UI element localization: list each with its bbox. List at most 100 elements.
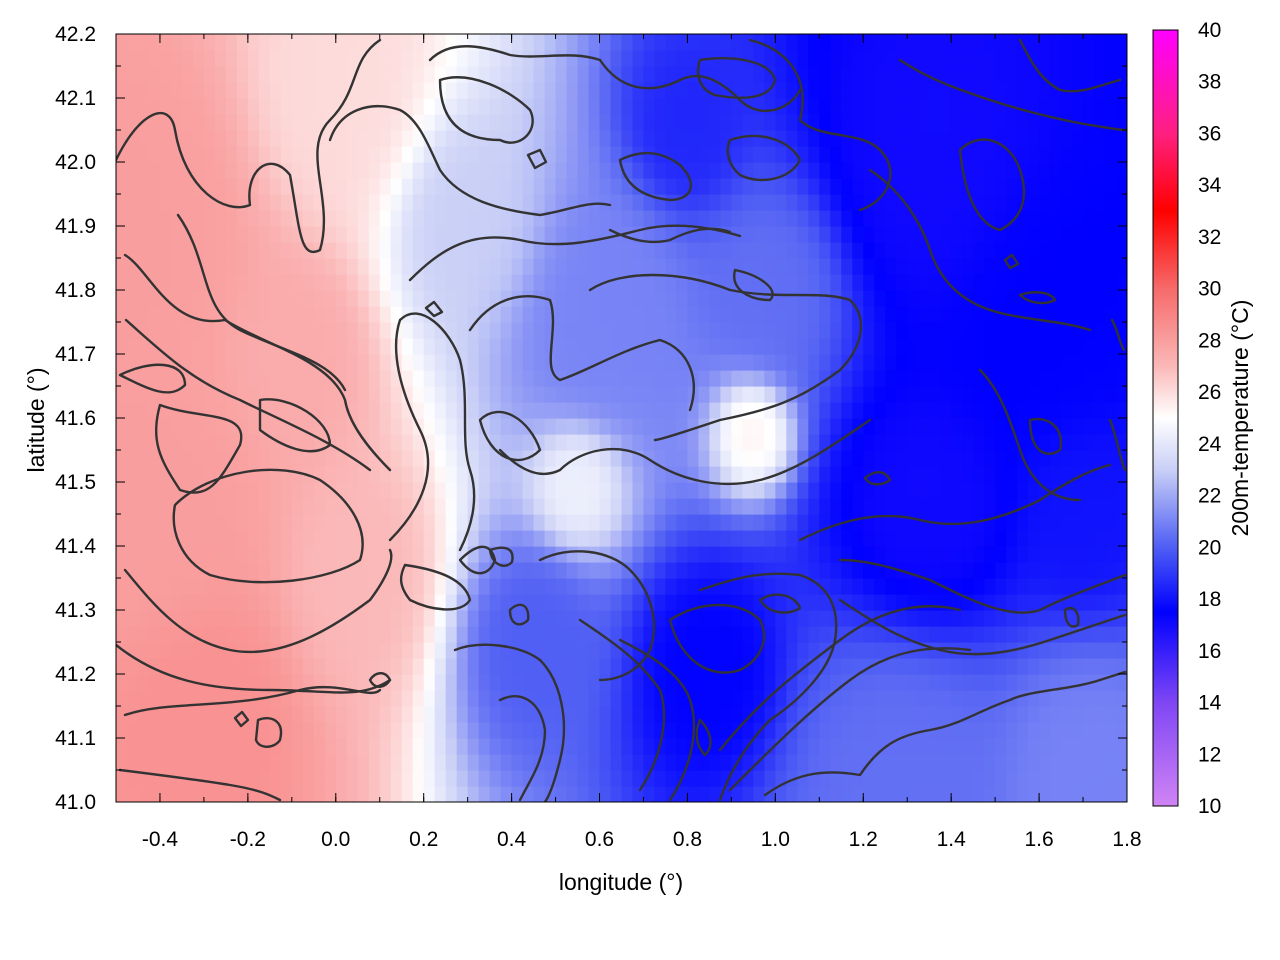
heatmap-cell	[698, 226, 711, 243]
heatmap-cell	[863, 194, 875, 211]
heatmap-cell	[984, 386, 996, 403]
heatmap-cell	[357, 114, 370, 131]
heatmap-cell	[335, 578, 348, 595]
heatmap-cell	[368, 162, 381, 179]
heatmap-cell	[159, 770, 172, 787]
heatmap-cell	[148, 322, 161, 339]
heatmap-cell	[258, 402, 271, 419]
heatmap-cell	[1050, 786, 1062, 802]
heatmap-cell	[665, 402, 678, 419]
heatmap-cell	[1116, 306, 1127, 323]
heatmap-cell	[137, 338, 150, 355]
heatmap-cell	[731, 178, 743, 195]
heatmap-cell	[116, 402, 128, 419]
heatmap-cell	[995, 434, 1007, 451]
heatmap-cell	[511, 738, 524, 755]
heatmap-cell	[1116, 722, 1127, 739]
heatmap-cell	[302, 178, 315, 195]
heatmap-cell	[643, 434, 656, 451]
heatmap-cell	[126, 770, 139, 787]
heatmap-cell	[1061, 386, 1073, 403]
heatmap-cell	[555, 482, 568, 499]
heatmap-cell	[1116, 674, 1127, 691]
heatmap-cell	[467, 162, 480, 179]
heatmap-cell	[379, 386, 392, 403]
heatmap-cell	[951, 274, 963, 291]
colorbar-tick-label: 32	[1198, 226, 1221, 249]
heatmap-cell	[247, 66, 260, 83]
heatmap-cell	[973, 98, 985, 115]
contour-line	[424, 300, 444, 318]
heatmap-cell	[258, 706, 271, 723]
heatmap-cell	[225, 514, 238, 531]
heatmap-cell	[335, 594, 348, 611]
heatmap-cell	[841, 402, 853, 419]
heatmap-cell	[819, 242, 831, 259]
heatmap-cell	[731, 418, 743, 435]
heatmap-cell	[203, 66, 216, 83]
heatmap-cell	[1105, 546, 1117, 563]
heatmap-cell	[1105, 482, 1117, 499]
heatmap-cell	[214, 562, 227, 579]
heatmap-cell	[566, 290, 579, 307]
heatmap-cell	[929, 50, 941, 67]
heatmap-cell	[291, 34, 304, 51]
heatmap-cell	[951, 402, 963, 419]
heatmap-cell	[225, 674, 238, 691]
heatmap-cell	[1061, 66, 1073, 83]
heatmap-cell	[335, 194, 348, 211]
heatmap-cell	[973, 82, 985, 99]
heatmap-cell	[720, 98, 732, 115]
heatmap-cell	[588, 786, 601, 802]
heatmap-cell	[830, 274, 842, 291]
heatmap-cell	[654, 546, 667, 563]
heatmap-cell	[962, 82, 974, 99]
heatmap-cell	[456, 322, 469, 339]
heatmap-cell	[621, 194, 634, 211]
heatmap-cell	[984, 130, 996, 147]
heatmap-cell	[621, 162, 634, 179]
heatmap-cell	[874, 674, 886, 691]
heatmap-cell	[247, 786, 260, 802]
heatmap-cell	[434, 306, 447, 323]
heatmap-cell	[742, 322, 754, 339]
heatmap-cell	[533, 514, 546, 531]
heatmap-cell	[489, 738, 502, 755]
heatmap-cell	[456, 338, 469, 355]
heatmap-cell	[1050, 178, 1062, 195]
heatmap-cell	[170, 386, 183, 403]
heatmap-cell	[984, 642, 996, 659]
heatmap-cell	[709, 418, 722, 435]
heatmap-cell	[654, 114, 667, 131]
heatmap-cell	[588, 642, 601, 659]
heatmap-cell	[511, 626, 524, 643]
heatmap-cell	[1017, 402, 1029, 419]
heatmap-cell	[1006, 466, 1018, 483]
heatmap-cell	[236, 386, 249, 403]
heatmap-cell	[962, 242, 974, 259]
heatmap-cell	[852, 546, 864, 563]
heatmap-cell	[797, 626, 809, 643]
heatmap-cell	[302, 386, 315, 403]
heatmap-cell	[1105, 706, 1117, 723]
heatmap-cell	[841, 210, 853, 227]
heatmap-cell	[181, 706, 194, 723]
heatmap-cell	[1094, 626, 1106, 643]
heatmap-cell	[577, 386, 590, 403]
heatmap-cell	[885, 354, 897, 371]
heatmap-cell	[181, 626, 194, 643]
heatmap-cell	[687, 306, 700, 323]
heatmap-cell	[929, 162, 941, 179]
heatmap-cell	[610, 290, 623, 307]
heatmap-cell	[995, 658, 1007, 675]
heatmap-cell	[973, 722, 985, 739]
heatmap-cell	[225, 274, 238, 291]
heatmap-cell	[478, 738, 491, 755]
heatmap-cell	[269, 738, 282, 755]
heatmap-cell	[1017, 258, 1029, 275]
heatmap-cell	[126, 594, 139, 611]
heatmap-cell	[1017, 738, 1029, 755]
heatmap-cell	[654, 34, 667, 51]
heatmap-cell	[335, 322, 348, 339]
heatmap-cell	[797, 322, 809, 339]
